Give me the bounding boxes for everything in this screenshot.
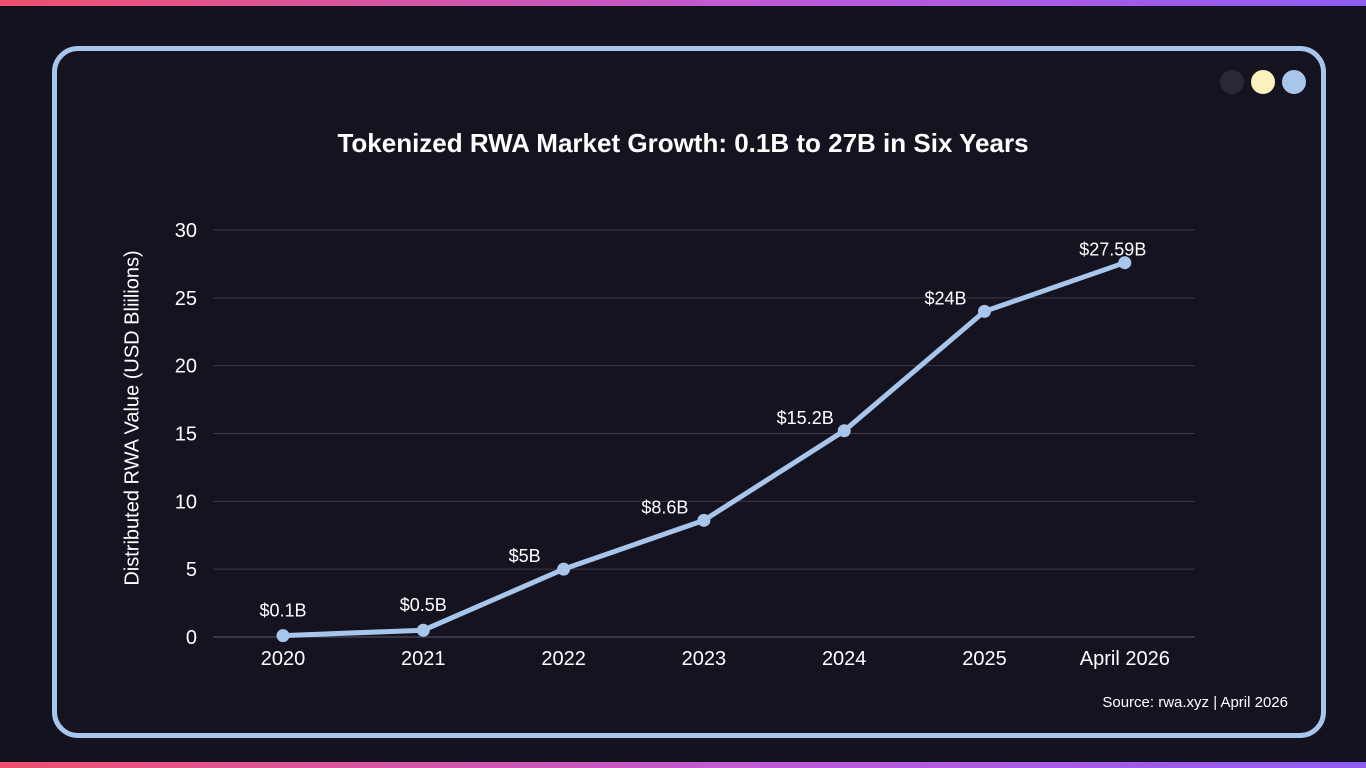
series-line xyxy=(280,260,1128,639)
y-tick-label: 25 xyxy=(175,288,197,310)
data-label: $0.5B xyxy=(400,595,447,615)
y-tick-labels: 0 5 10 15 20 25 30 xyxy=(175,220,197,649)
source-note: Source: rwa.xyz | April 2026 xyxy=(1102,694,1288,711)
x-tick-label: 2021 xyxy=(401,648,446,670)
data-label: $24B xyxy=(924,288,966,308)
data-point xyxy=(837,424,851,438)
x-tick-label: 2025 xyxy=(962,648,1007,670)
x-tick-label: 2024 xyxy=(822,648,867,670)
y-tick-label: 30 xyxy=(175,220,197,242)
data-point xyxy=(697,513,711,527)
x-tick-label: 2023 xyxy=(682,648,727,670)
chart-title: Tokenized RWA Market Growth: 0.1B to 27B… xyxy=(337,128,1029,158)
data-point xyxy=(978,304,991,318)
y-tick-label: 0 xyxy=(186,627,197,649)
blue-dot-icon xyxy=(1282,70,1306,94)
data-label: $27.59B xyxy=(1079,240,1146,260)
y-tick-label: 20 xyxy=(175,356,197,378)
x-tick-label: 2022 xyxy=(541,648,586,670)
top-gradient-bar xyxy=(0,0,1366,6)
y-tick-label: 5 xyxy=(186,559,197,581)
x-tick-labels: 2020 2021 2022 2023 2024 2025 April 2026 xyxy=(261,648,1170,670)
window-dots xyxy=(1220,70,1306,94)
data-point xyxy=(1118,256,1132,270)
data-label: $5B xyxy=(509,546,541,566)
yellow-dot-icon xyxy=(1251,70,1275,94)
data-label: $15.2B xyxy=(777,408,834,428)
data-label: $0.1B xyxy=(259,601,306,621)
data-points xyxy=(276,256,1132,643)
y-tick-label: 10 xyxy=(175,491,197,513)
grid-lines xyxy=(213,229,1195,638)
x-tick-label: April 2026 xyxy=(1080,648,1170,670)
y-tick-label: 15 xyxy=(175,424,197,446)
data-labels: $0.1B $0.5B $5B $8.6B $15.2B $24B $27.59B xyxy=(259,240,1146,621)
data-label: $8.6B xyxy=(641,497,688,517)
series-line-path xyxy=(280,260,1128,639)
data-point xyxy=(557,562,571,576)
bottom-gradient-bar xyxy=(0,762,1366,768)
data-point xyxy=(416,623,430,637)
dark-dot-icon xyxy=(1220,70,1244,94)
data-point xyxy=(276,629,290,643)
x-tick-label: 2020 xyxy=(261,648,306,670)
chart-frame xyxy=(52,46,1326,738)
